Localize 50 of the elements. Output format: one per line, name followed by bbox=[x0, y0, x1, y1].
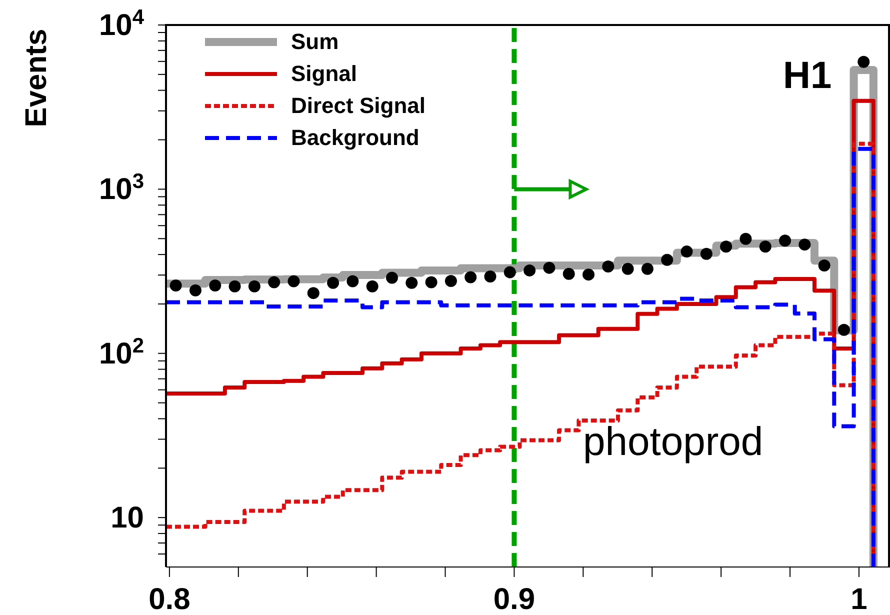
point bbox=[189, 284, 202, 296]
point bbox=[543, 262, 556, 274]
point bbox=[248, 280, 260, 292]
y-tick-label: 10 bbox=[110, 502, 144, 535]
point bbox=[582, 268, 595, 281]
point bbox=[170, 280, 182, 292]
point bbox=[680, 246, 693, 258]
point bbox=[307, 287, 320, 300]
y-tick-label: 10$^{3}$ bbox=[98, 170, 144, 206]
point bbox=[425, 276, 438, 288]
point bbox=[386, 272, 398, 284]
point bbox=[504, 266, 516, 278]
point bbox=[798, 238, 811, 251]
point bbox=[759, 240, 772, 253]
point bbox=[720, 240, 732, 253]
point bbox=[622, 262, 634, 275]
point bbox=[838, 324, 850, 336]
point bbox=[562, 268, 575, 280]
point bbox=[268, 276, 280, 288]
legend-label: Signal bbox=[291, 61, 358, 87]
point bbox=[464, 271, 477, 284]
annotation: photoprod bbox=[583, 420, 764, 464]
point bbox=[444, 274, 457, 287]
point bbox=[740, 232, 752, 245]
x-tick-label: 1 bbox=[850, 583, 868, 615]
point bbox=[366, 280, 378, 292]
point bbox=[524, 264, 536, 276]
point bbox=[779, 234, 792, 247]
point bbox=[209, 280, 222, 292]
point bbox=[818, 259, 830, 272]
point bbox=[406, 276, 418, 289]
legend-label: Background bbox=[291, 125, 420, 151]
y-axis-title: Events bbox=[20, 28, 53, 128]
legend-label: Sum bbox=[291, 29, 339, 55]
annotation: H1 bbox=[783, 55, 832, 97]
point bbox=[602, 260, 614, 273]
point bbox=[288, 275, 300, 288]
point bbox=[641, 262, 654, 275]
point bbox=[327, 276, 340, 289]
point bbox=[700, 248, 712, 260]
y-tick-label: 10$^{2}$ bbox=[98, 334, 144, 370]
point bbox=[346, 275, 359, 288]
point bbox=[661, 254, 674, 266]
legend-label: Direct Signal bbox=[291, 93, 426, 119]
y-tick-label: 10$^{4}$ bbox=[98, 6, 144, 42]
point bbox=[228, 280, 241, 292]
x-tick-label: 0.8 bbox=[148, 583, 190, 615]
point bbox=[858, 56, 870, 68]
x-tick-label: 0.9 bbox=[493, 583, 536, 615]
point bbox=[484, 270, 496, 282]
